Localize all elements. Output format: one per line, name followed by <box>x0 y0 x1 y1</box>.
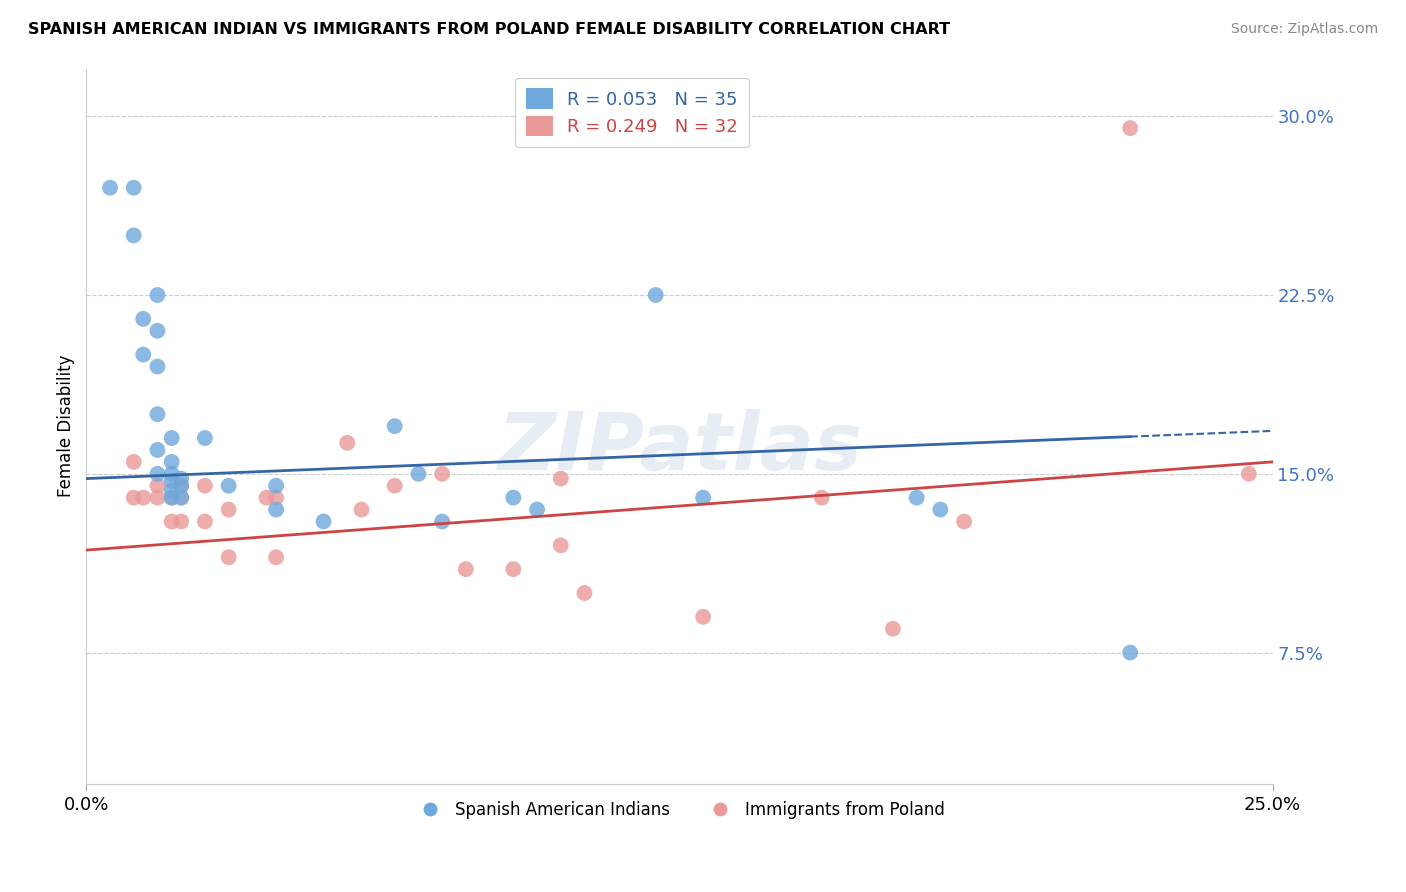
Point <box>170 515 193 529</box>
Point <box>132 311 155 326</box>
Point <box>218 550 240 565</box>
Point <box>882 622 904 636</box>
Point <box>146 491 169 505</box>
Point <box>160 431 183 445</box>
Point <box>194 515 217 529</box>
Point <box>384 479 406 493</box>
Point <box>430 467 453 481</box>
Point <box>264 502 287 516</box>
Point <box>953 515 976 529</box>
Point <box>1119 646 1142 660</box>
Point <box>256 491 278 505</box>
Point <box>132 491 155 505</box>
Point <box>146 442 169 457</box>
Point <box>160 515 183 529</box>
Point <box>194 479 217 493</box>
Point <box>146 467 169 481</box>
Point <box>146 288 169 302</box>
Text: SPANISH AMERICAN INDIAN VS IMMIGRANTS FROM POLAND FEMALE DISABILITY CORRELATION : SPANISH AMERICAN INDIAN VS IMMIGRANTS FR… <box>28 22 950 37</box>
Point <box>264 479 287 493</box>
Point <box>810 491 832 505</box>
Point <box>502 491 524 505</box>
Point <box>550 538 572 552</box>
Point <box>122 228 145 243</box>
Point <box>160 483 183 498</box>
Point <box>218 479 240 493</box>
Point <box>929 502 952 516</box>
Point <box>312 515 335 529</box>
Point <box>132 348 155 362</box>
Point <box>146 359 169 374</box>
Point <box>550 472 572 486</box>
Point <box>170 491 193 505</box>
Point <box>170 479 193 493</box>
Point <box>350 502 373 516</box>
Text: Source: ZipAtlas.com: Source: ZipAtlas.com <box>1230 22 1378 37</box>
Point <box>905 491 928 505</box>
Point <box>160 491 183 505</box>
Point <box>264 550 287 565</box>
Point <box>122 180 145 194</box>
Point <box>502 562 524 576</box>
Point <box>160 491 183 505</box>
Point <box>170 479 193 493</box>
Y-axis label: Female Disability: Female Disability <box>58 355 75 498</box>
Point <box>160 474 183 488</box>
Point <box>526 502 548 516</box>
Point <box>430 515 453 529</box>
Point <box>98 180 121 194</box>
Point <box>574 586 596 600</box>
Point <box>264 491 287 505</box>
Point <box>122 491 145 505</box>
Legend: Spanish American Indians, Immigrants from Poland: Spanish American Indians, Immigrants fro… <box>406 794 952 825</box>
Point <box>146 479 169 493</box>
Point <box>1119 121 1142 136</box>
Point <box>170 491 193 505</box>
Point <box>122 455 145 469</box>
Point <box>644 288 666 302</box>
Point <box>454 562 477 576</box>
Point <box>194 431 217 445</box>
Point <box>160 467 183 481</box>
Point <box>146 324 169 338</box>
Point <box>160 455 183 469</box>
Point <box>218 502 240 516</box>
Point <box>692 610 714 624</box>
Point <box>384 419 406 434</box>
Text: ZIPatlas: ZIPatlas <box>496 409 862 486</box>
Point <box>692 491 714 505</box>
Point <box>336 435 359 450</box>
Point <box>170 472 193 486</box>
Point <box>146 407 169 421</box>
Point <box>1237 467 1260 481</box>
Point <box>408 467 430 481</box>
